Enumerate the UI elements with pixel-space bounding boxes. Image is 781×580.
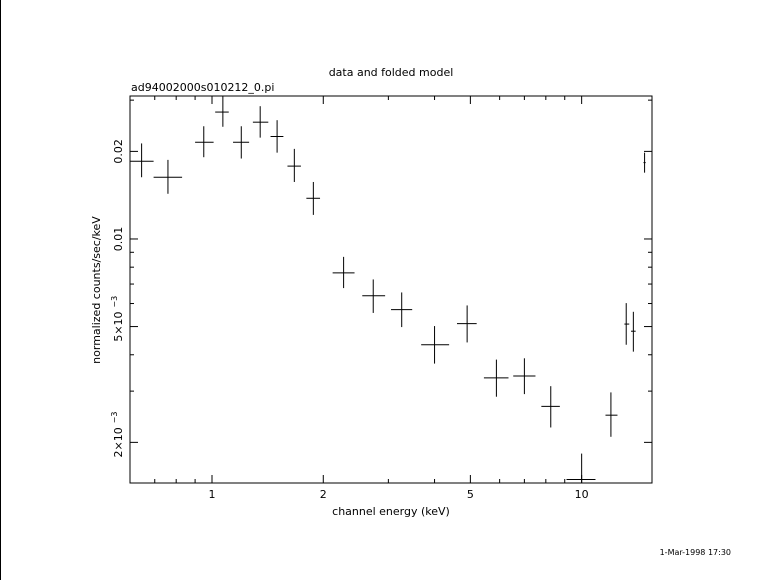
data-point bbox=[483, 359, 509, 397]
x-axis-ticks bbox=[129, 96, 583, 483]
x-tick-label: 1 bbox=[209, 488, 216, 501]
data-point bbox=[566, 453, 596, 483]
y-tick-label-exponent: −3 bbox=[110, 412, 119, 424]
chart-title: data and folded model bbox=[329, 66, 454, 79]
data-point bbox=[252, 106, 269, 138]
y-axis-tick-labels: 0.02 0.01 5×10 −3 2×10 −3 bbox=[110, 139, 125, 457]
data-point bbox=[605, 392, 618, 437]
data-point bbox=[215, 96, 229, 127]
y-axis-label: normalized counts/sec/keV bbox=[90, 216, 103, 364]
data-point bbox=[631, 311, 636, 352]
y-tick-label: 0.02 bbox=[112, 139, 125, 164]
x-tick-label: 10 bbox=[575, 488, 589, 501]
data-point bbox=[287, 148, 301, 182]
y-axis-ticks bbox=[130, 99, 652, 443]
data-point bbox=[643, 152, 646, 173]
chart-subtitle: ad94002000s010212_0.pi bbox=[131, 81, 274, 94]
plot-frame bbox=[129, 95, 653, 484]
data-point bbox=[513, 358, 536, 395]
timestamp: 1-Mar-1998 17:30 bbox=[660, 548, 731, 557]
x-tick-label: 2 bbox=[320, 488, 327, 501]
data-point bbox=[306, 181, 321, 215]
data-point bbox=[391, 292, 413, 328]
x-axis-tick-labels: 1 2 5 10 bbox=[209, 488, 589, 501]
data-points bbox=[130, 96, 646, 483]
x-axis-label: channel energy (keV) bbox=[332, 505, 450, 518]
data-point bbox=[362, 279, 386, 313]
data-point bbox=[624, 303, 630, 345]
data-point bbox=[456, 305, 477, 343]
data-point bbox=[195, 126, 214, 158]
y-tick-label-exponent: −3 bbox=[110, 296, 119, 308]
data-point bbox=[153, 159, 183, 194]
y-tick-label: 0.01 bbox=[112, 227, 125, 252]
x-tick-label: 5 bbox=[467, 488, 474, 501]
data-point bbox=[233, 126, 250, 159]
data-point bbox=[130, 143, 154, 178]
y-tick-label: 2×10 bbox=[112, 427, 125, 457]
window-left-edge bbox=[0, 0, 1, 580]
data-point bbox=[332, 256, 355, 289]
data-point bbox=[541, 386, 560, 428]
data-point bbox=[421, 326, 450, 364]
y-tick-label: 5×10 bbox=[112, 311, 125, 341]
data-point bbox=[270, 120, 284, 153]
